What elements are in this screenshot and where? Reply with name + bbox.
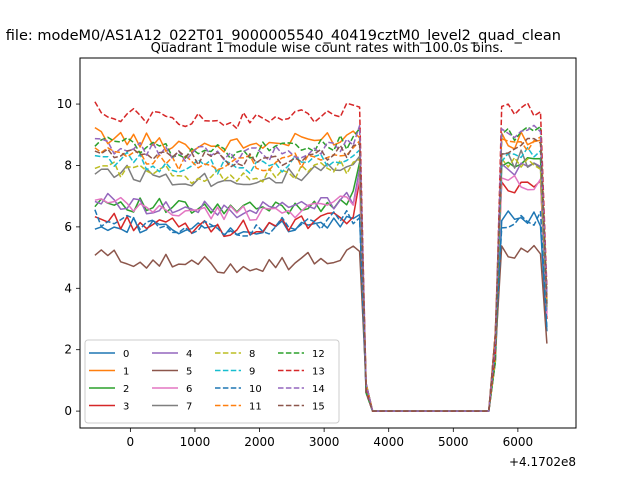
legend-label-1: 1 xyxy=(123,367,129,378)
x-tick-label: 0 xyxy=(127,435,135,449)
legend-label-13: 13 xyxy=(312,367,325,378)
x-axis-ticks: 0 1000 2000 3000 4000 5000 6000 xyxy=(127,428,534,449)
x-tick-label: 5000 xyxy=(438,435,469,449)
x-tick-label: 1000 xyxy=(180,435,211,449)
x-tick-label: 4000 xyxy=(373,435,404,449)
legend-label-8: 8 xyxy=(249,349,255,360)
x-tick-label: 3000 xyxy=(309,435,340,449)
legend-label-7: 7 xyxy=(186,402,192,413)
legend-label-15: 15 xyxy=(312,402,325,413)
axes-frame xyxy=(79,57,577,429)
y-tick-label: 2 xyxy=(64,343,72,357)
y-tick-label: 6 xyxy=(64,220,72,234)
legend-label-2: 2 xyxy=(123,384,129,395)
legend-label-9: 9 xyxy=(249,367,255,378)
y-tick-label: 4 xyxy=(64,281,72,295)
chart-title: Quadrant 1 module wise count rates with … xyxy=(151,41,504,56)
y-tick-label: 10 xyxy=(57,97,72,111)
plot-lines xyxy=(94,101,548,412)
x-tick-label: 6000 xyxy=(503,435,534,449)
series-line-8 xyxy=(94,156,548,412)
legend-label-14: 14 xyxy=(312,384,325,395)
legend-label-11: 11 xyxy=(249,402,262,413)
legend-box xyxy=(84,339,340,424)
legend-label-5: 5 xyxy=(186,367,192,378)
x-tick-label: 2000 xyxy=(244,435,275,449)
legend-label-0: 0 xyxy=(123,349,129,360)
y-tick-label: 8 xyxy=(64,158,72,172)
series-line-15 xyxy=(94,137,548,412)
legend-label-6: 6 xyxy=(186,384,192,395)
y-axis-ticks: 0 2 4 6 8 10 xyxy=(57,97,80,418)
x-axis-offset-label: +4.1702e8 xyxy=(509,455,576,469)
figure-suptitle: n file: modeM0/AS1A12_022T01_9000005540_… xyxy=(0,28,561,44)
legend-label-10: 10 xyxy=(249,384,262,395)
legend-label-3: 3 xyxy=(123,402,129,413)
y-tick-label: 0 xyxy=(64,404,72,418)
legend-label-4: 4 xyxy=(186,349,192,360)
legend-label-12: 12 xyxy=(312,349,325,360)
